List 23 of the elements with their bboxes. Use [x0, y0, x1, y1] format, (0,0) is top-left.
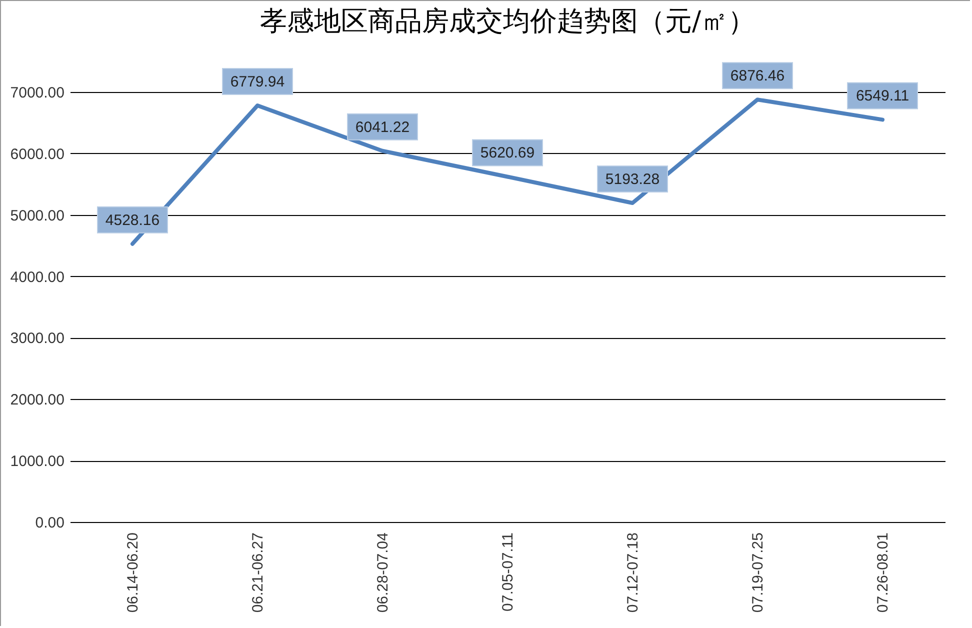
x-tick-label: 07.12-07.18: [624, 532, 642, 613]
y-tick-label: 7000.00: [10, 84, 64, 102]
chart-title: 孝感地区商品房成交均价趋势图（元/㎡）: [260, 6, 756, 38]
data-label: 4528.16: [105, 212, 160, 229]
y-tick-label: 1000.00: [10, 453, 64, 470]
y-tick-label: 4000.00: [10, 268, 64, 286]
x-tick-label: 07.19-07.25: [750, 532, 766, 613]
x-tick-label: 06.28-07.04: [374, 532, 392, 613]
data-label: 5193.28: [605, 170, 660, 188]
y-tick-label: 2000.00: [10, 392, 64, 409]
data-label: 6041.22: [355, 118, 410, 136]
x-tick-label: 07.05-07.11: [500, 532, 516, 612]
x-tick-label: 06.21-06.27: [250, 532, 266, 613]
x-tick-label: 06.14-06.20: [124, 532, 142, 613]
x-tick-label: 07.26-08.01: [874, 532, 892, 613]
data-label: 6876.46: [730, 68, 785, 85]
data-label: 6549.11: [856, 88, 910, 105]
y-tick-label: 6000.00: [10, 146, 64, 163]
y-tick-label: 5000.00: [10, 207, 64, 224]
data-label: 5620.69: [480, 144, 535, 162]
data-label: 6779.94: [230, 74, 285, 91]
y-tick-label: 3000.00: [10, 330, 64, 348]
y-tick-label: 0.00: [35, 514, 64, 532]
